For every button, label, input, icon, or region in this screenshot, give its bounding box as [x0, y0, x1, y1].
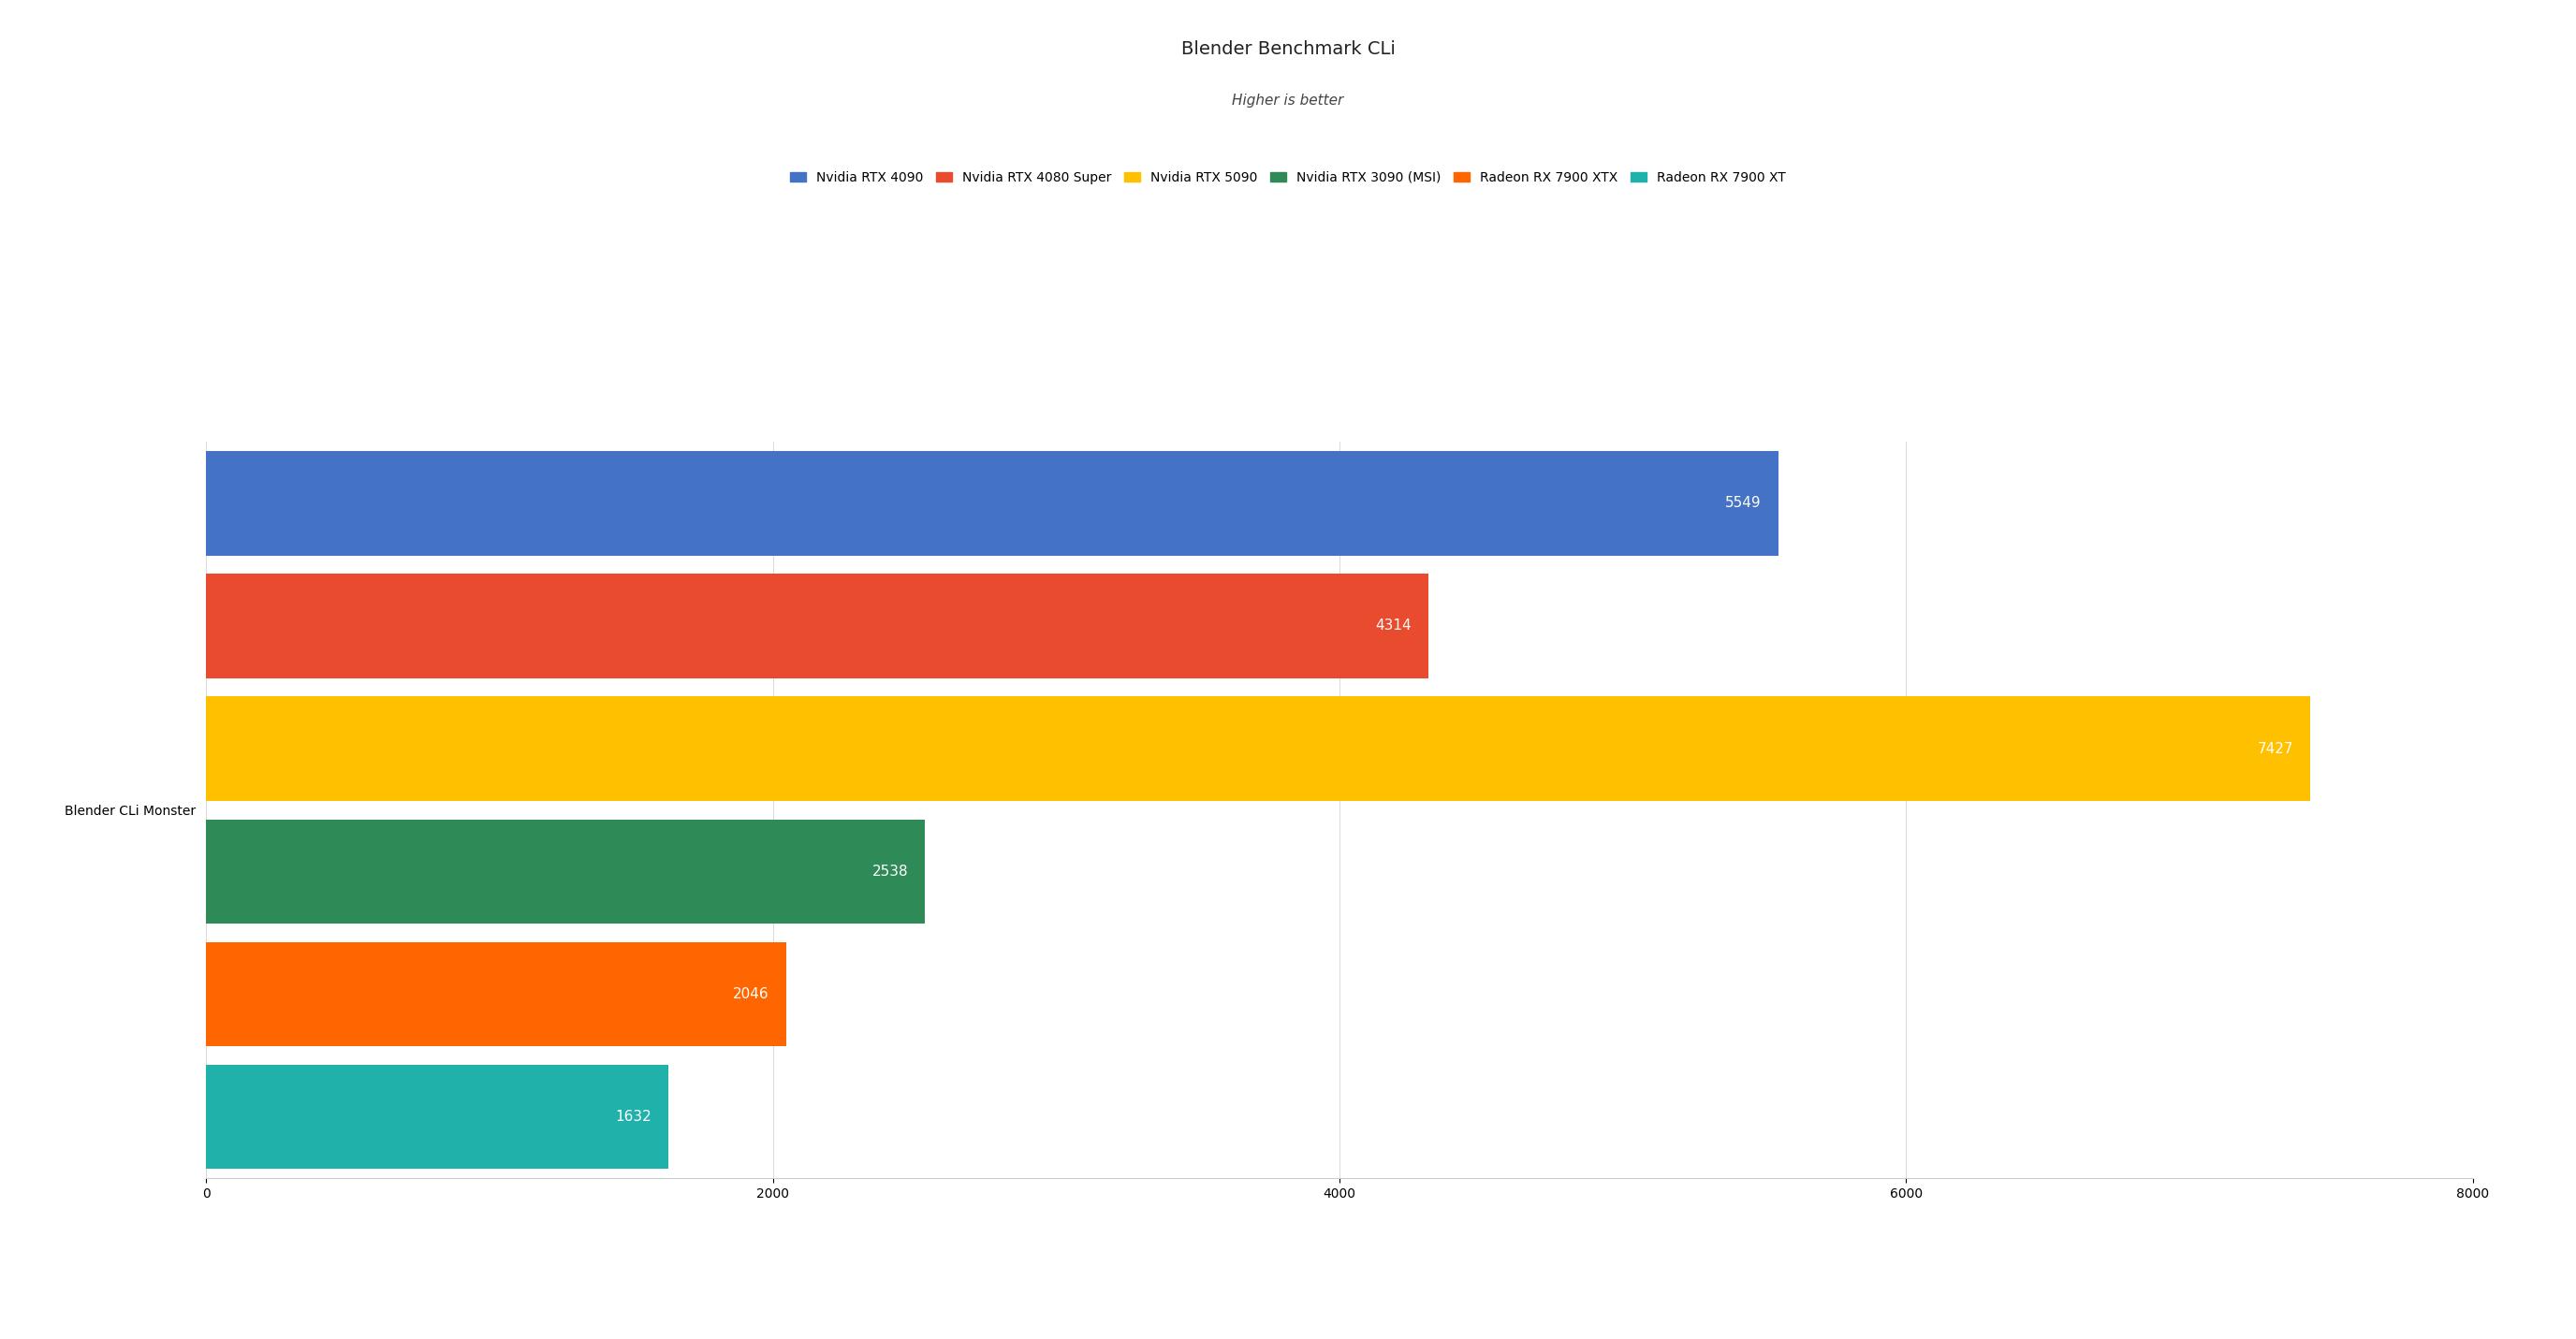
Text: Higher is better: Higher is better — [1231, 94, 1345, 107]
Text: 7427: 7427 — [2257, 742, 2293, 755]
Bar — [206, 696, 2311, 801]
Text: 5549: 5549 — [1726, 497, 1762, 510]
Bar — [206, 943, 786, 1046]
Legend: Nvidia RTX 4090, Nvidia RTX 4080 Super, Nvidia RTX 5090, Nvidia RTX 3090 (MSI), : Nvidia RTX 4090, Nvidia RTX 4080 Super, … — [786, 167, 1790, 187]
Text: 4314: 4314 — [1376, 619, 1412, 633]
Bar — [206, 1065, 670, 1169]
Text: 1632: 1632 — [616, 1110, 652, 1123]
Text: 2538: 2538 — [873, 865, 909, 878]
Bar — [206, 574, 1430, 678]
Text: Blender Benchmark CLi: Blender Benchmark CLi — [1180, 40, 1396, 58]
Text: 2046: 2046 — [732, 987, 768, 1002]
Bar — [206, 819, 925, 924]
Bar — [206, 451, 1777, 556]
